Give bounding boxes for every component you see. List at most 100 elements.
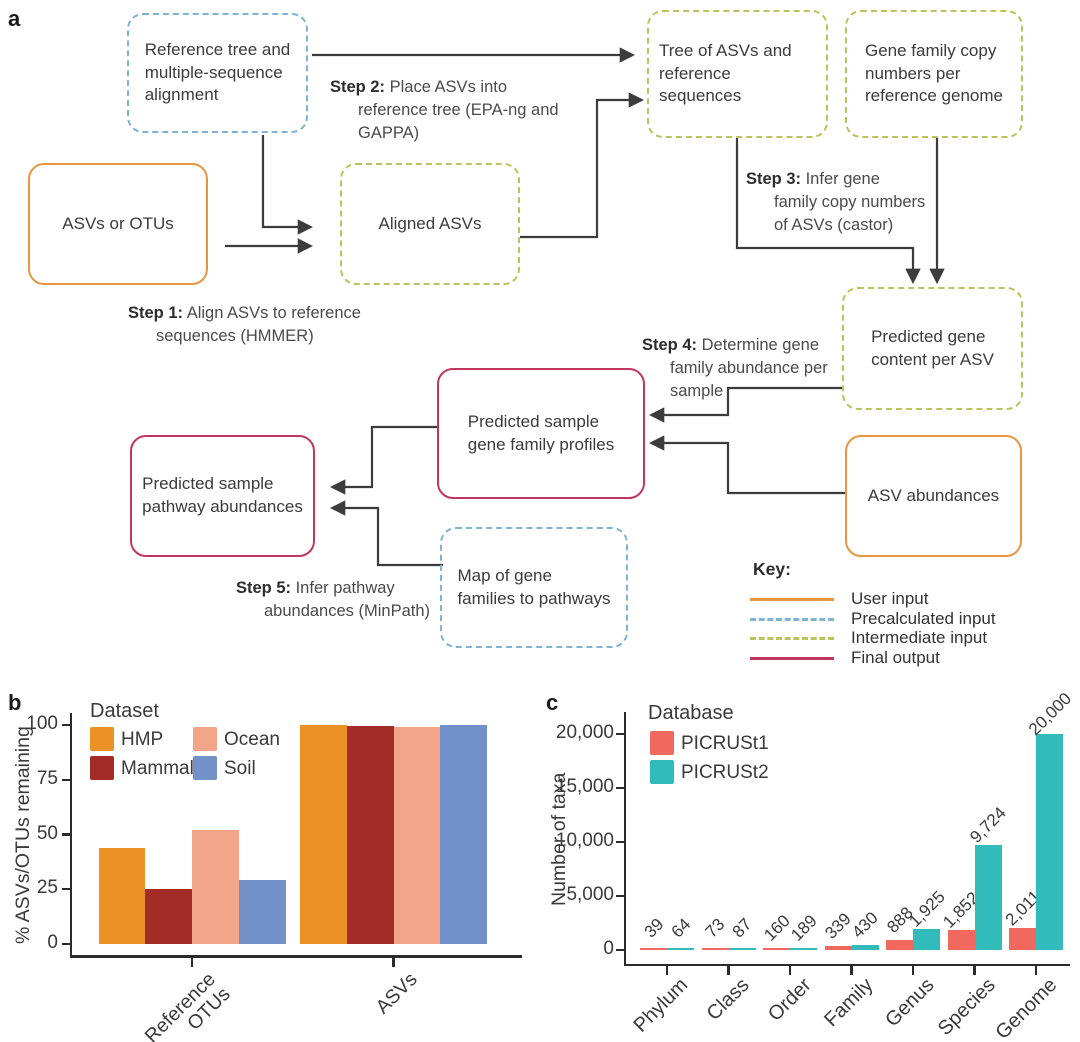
- b-bar-mammal-1: [346, 726, 394, 944]
- c-xcat-label-phylum: Phylum: [629, 974, 693, 1037]
- c-bar-picrust1-phylum: [640, 948, 667, 950]
- b-ytick-mark: [61, 888, 70, 891]
- flow-box-predicted-sample-gene-family-profiles: Predicted sample gene family profiles: [437, 368, 645, 499]
- step-4-text: Determine gene family abundance per samp…: [670, 336, 828, 400]
- step-5: Step 5: Infer pathway abundances (MinPat…: [236, 577, 466, 623]
- flow-box-tree-of-asvs: Tree of ASVs and reference sequences: [647, 10, 828, 138]
- key-swatch-intermediate-input: [750, 636, 834, 640]
- step-4: Step 4: Determine gene family abundance …: [642, 334, 862, 402]
- b-legend-swatch-soil: [193, 756, 217, 780]
- c-ytick-label: 0: [603, 938, 614, 959]
- key-title: Key:: [753, 559, 791, 579]
- c-bar-picrust1-order: [763, 948, 790, 950]
- c-xtick-mark: [665, 966, 669, 975]
- b-ytick-label: 100: [26, 713, 58, 734]
- b-x-axis: [69, 955, 522, 958]
- b-ytick-label: 75: [36, 767, 58, 789]
- b-ytick-mark: [61, 723, 70, 727]
- c-bar-picrust1-species: [947, 929, 975, 950]
- b-legend-label-soil: Soil: [224, 758, 256, 779]
- key-label-precalculated-input: Precalculated input: [851, 609, 996, 628]
- c-bar-label-picrust1-phylum: 39: [640, 914, 667, 942]
- flow-box-map-of-gene-families-text: Map of gene families to pathways: [457, 565, 611, 608]
- step-3: Step 3: Infer gene family copy numbers o…: [746, 168, 966, 236]
- step-5-label: Step 5:: [236, 579, 292, 597]
- key-label-user-input: User input: [851, 589, 929, 608]
- b-ytick-label: 50: [36, 822, 58, 844]
- b-ytick-mark: [61, 942, 70, 946]
- c-bar-label-picrust2-genome: 20,000: [1024, 688, 1075, 740]
- c-xcat-label-species: Species: [934, 974, 1001, 1040]
- step-2-text: Place ASVs into reference tree (EPA-ng a…: [358, 78, 559, 142]
- arrow-profiles-to-pathways: [329, 425, 437, 495]
- c-bar-picrust1-genus: [886, 940, 913, 950]
- b-bar-hmp-1: [300, 725, 347, 944]
- arrow-asvabundances-to-profiles: [648, 435, 845, 495]
- c-bar-label-picrust1-order: 160: [759, 911, 794, 945]
- panel-c-legend-title: Database: [648, 702, 734, 724]
- step-3-text: Infer gene family copy numbers of ASVs (…: [774, 170, 926, 234]
- b-legend-label-ocean: Ocean: [224, 729, 280, 750]
- c-bar-label-picrust2-species: 9,724: [966, 803, 1010, 847]
- panel-b-legend-title: Dataset: [90, 700, 159, 722]
- b-bar-soil-0: [238, 880, 286, 944]
- arrow-reftree-to-alignedasvs: [261, 135, 314, 235]
- key-item-user-input: User input: [750, 589, 928, 609]
- flow-box-aligned-asvs: Aligned ASVs: [340, 163, 520, 285]
- c-legend-swatch-picrust1: [650, 731, 674, 755]
- c-bar-picrust1-family: [824, 946, 852, 950]
- b-xcat-label-1: ASVs: [371, 968, 422, 1019]
- b-xtick-mark: [190, 957, 194, 967]
- c-bar-label-picrust1-class: 73: [701, 914, 729, 942]
- c-xtick-mark: [850, 966, 853, 975]
- flow-box-reference-tree: Reference tree and multiple-sequence ali…: [127, 13, 308, 133]
- flow-box-map-of-gene-families: Map of gene families to pathways: [440, 527, 628, 648]
- b-ytick-mark: [61, 778, 70, 781]
- flow-box-predicted-sample-gene-family-profiles-text: Predicted sample gene family profiles: [467, 411, 615, 454]
- b-bar-hmp-0: [98, 847, 146, 944]
- flow-box-gene-family-copy-numbers-text: Gene family copy numbers per reference g…: [865, 41, 1003, 106]
- b-legend-label-hmp: HMP: [121, 729, 164, 750]
- c-xcat-label-genome: Genome: [991, 974, 1062, 1042]
- c-bar-picrust1-class: [701, 948, 729, 950]
- key-label-intermediate-input: Intermediate input: [851, 628, 988, 647]
- step-2: Step 2: Place ASVs into reference tree (…: [330, 76, 600, 144]
- c-bar-picrust2-species: [974, 844, 1002, 950]
- c-ytick-mark: [616, 732, 624, 736]
- c-bar-picrust2-genus: [913, 929, 940, 950]
- panel-b-label: b: [8, 690, 22, 715]
- flow-box-asvs-or-otus: ASVs or OTUs: [28, 163, 208, 285]
- c-bar-picrust2-phylum: [667, 948, 694, 950]
- step-4-label: Step 4:: [642, 336, 698, 354]
- flow-box-asv-abundances-text: ASV abundances: [867, 485, 1000, 505]
- c-ytick-label: 5,000: [566, 884, 614, 905]
- flow-box-predicted-sample-pathway-abundances: Predicted sample pathway abundances: [130, 435, 315, 557]
- key-item-precalculated-input: Precalculated input: [750, 609, 996, 629]
- b-ytick-label: 25: [36, 877, 58, 899]
- flow-box-predicted-gene-content: Predicted gene content per ASV: [842, 287, 1023, 410]
- arrow-map-to-pathways: [329, 500, 443, 567]
- b-xtick-mark: [392, 957, 395, 967]
- c-xcat-label-order: Order: [763, 974, 816, 1026]
- b-legend-swatch-hmp: [90, 727, 114, 751]
- c-xtick-mark: [973, 966, 976, 975]
- key-swatch-final-output: [750, 656, 834, 660]
- c-legend-label-picrust1: PICRUSt1: [681, 733, 769, 754]
- b-xcat-label-0: Reference OTUs: [140, 968, 235, 1042]
- b-bar-ocean-1: [393, 727, 441, 944]
- flow-box-predicted-sample-pathway-abundances-text: Predicted sample pathway abundances: [142, 474, 303, 516]
- c-bar-picrust2-order: [790, 947, 817, 950]
- c-bar-picrust2-genome: [1036, 734, 1063, 950]
- c-bar-label-picrust2-phylum: 64: [667, 914, 694, 942]
- c-xcat-label-family: Family: [819, 974, 878, 1032]
- c-ytick-label: 10,000: [555, 830, 614, 851]
- c-xcat-label-genus: Genus: [881, 974, 939, 1032]
- c-bar-picrust2-class: [728, 948, 756, 950]
- key-label-final-output: Final output: [851, 648, 940, 667]
- b-legend-swatch-ocean: [193, 727, 217, 751]
- c-ytick-mark: [616, 948, 624, 952]
- c-bar-picrust1-genome: [1009, 928, 1036, 950]
- flow-box-predicted-gene-content-text: Predicted gene content per ASV: [871, 326, 994, 369]
- c-xtick-mark: [727, 966, 730, 975]
